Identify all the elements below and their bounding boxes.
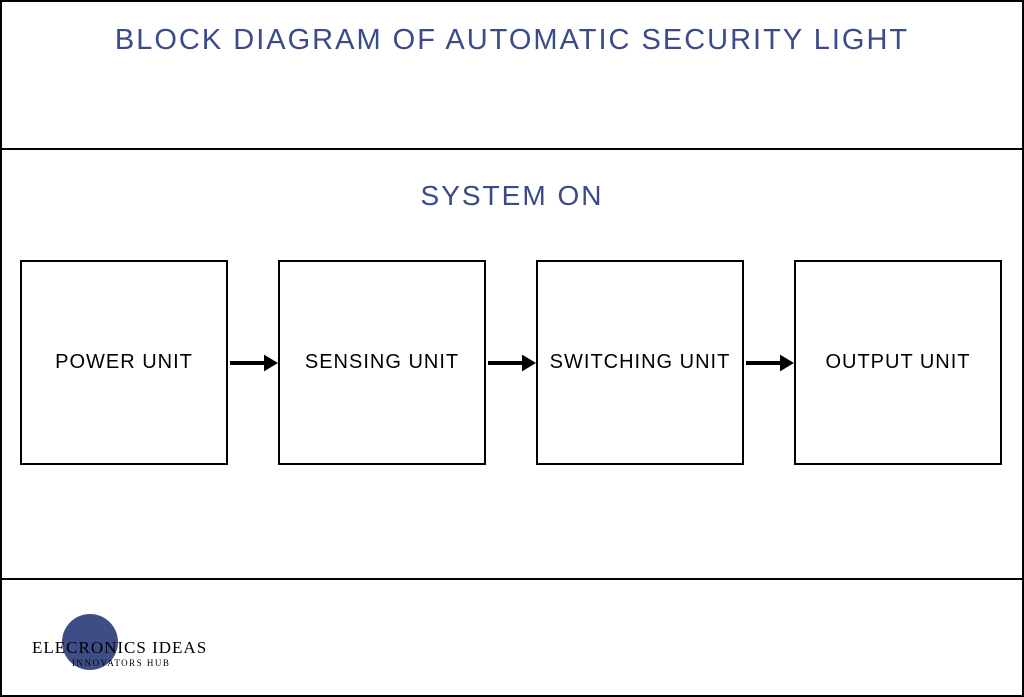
diagram-frame: BLOCK DIAGRAM OF AUTOMATIC SECURITY LIGH… — [0, 0, 1024, 697]
arrow-icon — [744, 348, 794, 378]
diagram-subtitle: SYSTEM ON — [2, 180, 1022, 212]
block-output: OUTPUT UNIT — [794, 260, 1002, 465]
block-sensing: SENSING UNIT — [278, 260, 486, 465]
footer-section: ELECRONICS IDEAS INNOVATORS HUB — [2, 580, 1022, 695]
arrow-icon — [228, 348, 278, 378]
flow-row: POWER UNITSENSING UNITSWITCHING UNITOUTP… — [20, 260, 1004, 465]
body-section: SYSTEM ON POWER UNITSENSING UNITSWITCHIN… — [2, 150, 1022, 580]
arrow-icon — [486, 348, 536, 378]
header-section: BLOCK DIAGRAM OF AUTOMATIC SECURITY LIGH… — [2, 2, 1022, 150]
brand-name: ELECRONICS IDEAS — [32, 638, 232, 658]
brand-tagline: INNOVATORS HUB — [72, 658, 170, 668]
diagram-title: BLOCK DIAGRAM OF AUTOMATIC SECURITY LIGH… — [2, 24, 1022, 57]
brand-logo: ELECRONICS IDEAS INNOVATORS HUB — [32, 610, 232, 680]
block-power: POWER UNIT — [20, 260, 228, 465]
block-switching: SWITCHING UNIT — [536, 260, 744, 465]
